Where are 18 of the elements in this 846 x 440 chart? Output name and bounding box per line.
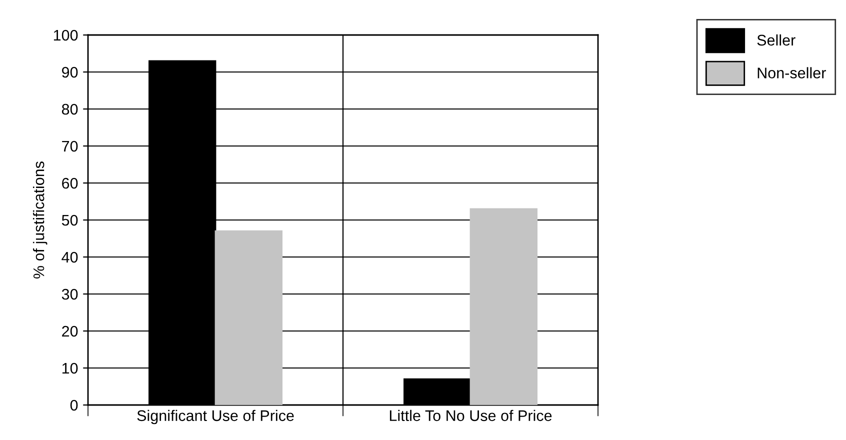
y-axis-title: % of justifications	[32, 162, 48, 278]
y-tick-label: 60	[62, 178, 78, 189]
y-tick-label: 100	[54, 30, 78, 41]
bar	[470, 208, 538, 405]
legend-label: Non-seller	[758, 67, 826, 78]
y-tick-label: 50	[62, 214, 78, 226]
y-tick-label: 70	[62, 140, 78, 152]
y-tick-label: 10	[62, 362, 78, 374]
y-tick-label: 30	[62, 288, 78, 300]
y-tick-label: 20	[62, 326, 78, 337]
x-tick-label: Significant Use of Price	[137, 410, 294, 424]
x-tick-label: Little To No Use of Price	[390, 410, 552, 422]
bar	[214, 230, 282, 405]
legend-label: Seller	[757, 34, 796, 46]
y-tick-label: 80	[62, 104, 78, 115]
y-tick-label: 40	[62, 252, 78, 263]
y-tick-label: 90	[62, 66, 78, 78]
y-tick-label: 0	[70, 400, 78, 411]
